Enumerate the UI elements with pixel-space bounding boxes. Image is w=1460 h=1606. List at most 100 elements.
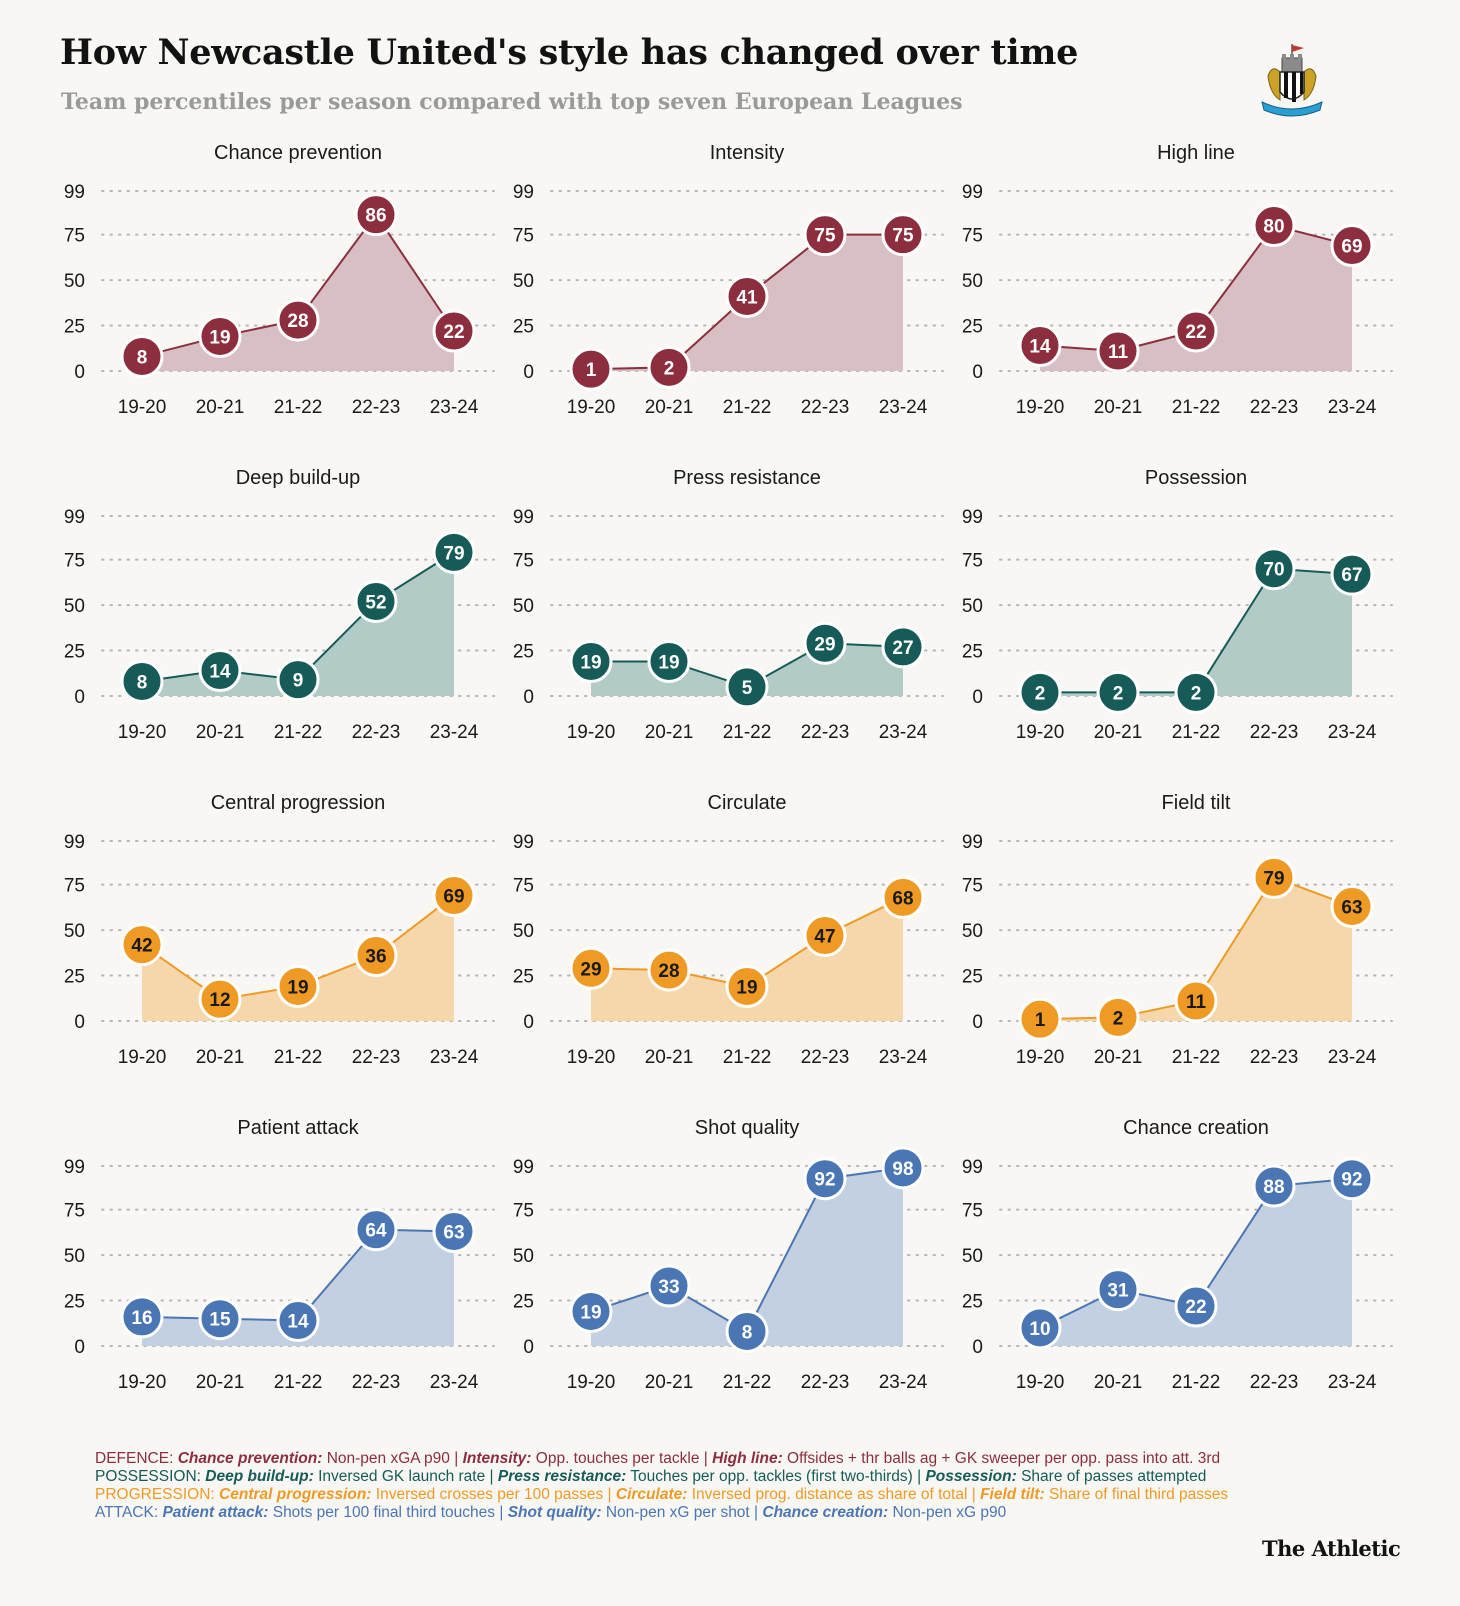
data-label: 2 [664, 358, 675, 379]
data-label: 14 [1029, 337, 1051, 358]
data-point [803, 621, 847, 665]
x-tick-label: 22-23 [801, 397, 850, 418]
y-tick-label: 25 [513, 1292, 534, 1313]
newcastle-united-crest-icon [1261, 44, 1323, 117]
data-point [354, 1208, 398, 1252]
data-point [647, 948, 691, 992]
data-point [1330, 884, 1374, 928]
metric-name: Intensity: [462, 1450, 532, 1467]
data-point [276, 1299, 320, 1343]
data-label: 10 [1029, 1319, 1050, 1340]
y-tick-label: 50 [962, 1246, 983, 1267]
x-tick-label: 20-21 [196, 722, 245, 743]
data-point [1096, 995, 1140, 1039]
data-label: 12 [209, 990, 230, 1011]
y-tick-label: 75 [64, 551, 85, 572]
x-tick-label: 21-22 [1172, 1372, 1221, 1393]
data-label: 11 [1186, 992, 1207, 1013]
data-point [432, 874, 476, 918]
y-tick-label: 0 [523, 1012, 534, 1033]
x-tick-label: 22-23 [1250, 397, 1299, 418]
x-tick-label: 23-24 [1328, 722, 1377, 743]
data-label: 29 [580, 959, 601, 980]
y-tick-label: 50 [64, 271, 85, 292]
data-label: 29 [814, 634, 835, 655]
metric-description: Non-pen xG p90 [888, 1504, 1007, 1521]
data-point [569, 946, 613, 990]
x-tick-label: 22-23 [352, 1047, 401, 1068]
data-point [1018, 997, 1062, 1041]
data-point [647, 345, 691, 389]
x-tick-label: 21-22 [723, 722, 772, 743]
metric-description: Inversed GK launch rate | [313, 1468, 498, 1485]
the-athletic-logo: The Athletic [1262, 1536, 1401, 1561]
y-tick-label: 25 [64, 967, 85, 988]
data-point [432, 1209, 476, 1253]
data-point [1096, 670, 1140, 714]
metric-name: Field tilt: [980, 1486, 1045, 1503]
data-label: 16 [131, 1308, 152, 1329]
x-tick-label: 22-23 [352, 722, 401, 743]
metric-description: Offsides + thr balls ag + GK sweeper per… [782, 1450, 1221, 1467]
y-tick-label: 25 [513, 642, 534, 663]
x-tick-label: 23-24 [879, 722, 928, 743]
data-label: 70 [1263, 560, 1284, 581]
chart-chance-creation: Chance creation 0 25 50 75 99 19-20 20-21 21-22 2… [962, 1117, 1393, 1393]
x-tick-label: 21-22 [1172, 397, 1221, 418]
y-tick-label: 25 [962, 642, 983, 663]
data-label: 11 [1108, 342, 1129, 363]
metric-description: Share of passes attempted [1016, 1468, 1207, 1485]
footnote-progression: PROGRESSION: Central progression: Invers… [95, 1486, 1395, 1504]
data-point [725, 665, 769, 709]
y-tick-label: 99 [962, 1157, 983, 1178]
chart-title: High line [1157, 142, 1235, 164]
y-tick-label: 25 [513, 967, 534, 988]
chart-chance-prevention: Chance prevention 0 25 50 75 99 19-20 20-21 21-2… [64, 142, 495, 418]
x-tick-label: 20-21 [196, 397, 245, 418]
y-tick-label: 50 [513, 596, 534, 617]
y-tick-label: 99 [513, 507, 534, 528]
data-label: 28 [658, 961, 679, 982]
chart-possession: Possession 0 25 50 75 99 19-20 20-21 21-22 22-23 2… [962, 467, 1393, 743]
area-fill [1040, 568, 1352, 696]
x-tick-label: 20-21 [645, 397, 694, 418]
data-point [569, 639, 613, 683]
area-fill [1040, 877, 1352, 1021]
y-tick-label: 99 [64, 1157, 85, 1178]
data-label: 19 [287, 977, 308, 998]
data-label: 2 [1113, 1008, 1124, 1029]
data-point [569, 347, 613, 391]
data-label: 52 [365, 592, 386, 613]
data-point [432, 530, 476, 574]
chart-title: Press resistance [673, 467, 821, 489]
data-point [1018, 324, 1062, 368]
y-tick-label: 25 [64, 1292, 85, 1313]
data-point [1174, 670, 1218, 714]
metric-description: Shots per 100 final third touches | [268, 1504, 508, 1521]
data-point [647, 639, 691, 683]
data-label: 80 [1263, 217, 1284, 238]
data-label: 98 [892, 1159, 913, 1180]
y-tick-label: 75 [64, 226, 85, 247]
chart-title: Field tilt [1162, 792, 1231, 814]
y-tick-label: 25 [962, 1292, 983, 1313]
x-tick-label: 23-24 [879, 1372, 928, 1393]
y-tick-label: 0 [74, 687, 85, 708]
x-tick-label: 21-22 [274, 722, 323, 743]
metric-name: Chance prevention: [177, 1450, 323, 1467]
data-label: 75 [814, 226, 836, 247]
y-tick-label: 75 [513, 551, 534, 572]
metric-description: Non-pen xGA p90 | [322, 1450, 463, 1467]
data-label: 28 [287, 311, 308, 332]
chart-title: Chance prevention [214, 142, 382, 164]
data-label: 33 [658, 1277, 679, 1298]
data-label: 19 [580, 652, 601, 673]
y-tick-label: 99 [962, 832, 983, 853]
chart-title: Shot quality [695, 1117, 800, 1139]
data-label: 8 [137, 672, 148, 693]
data-point [881, 1146, 925, 1190]
x-tick-label: 20-21 [1094, 1372, 1143, 1393]
data-label: 69 [443, 887, 464, 908]
data-label: 22 [443, 322, 464, 343]
x-tick-label: 23-24 [1328, 1372, 1377, 1393]
